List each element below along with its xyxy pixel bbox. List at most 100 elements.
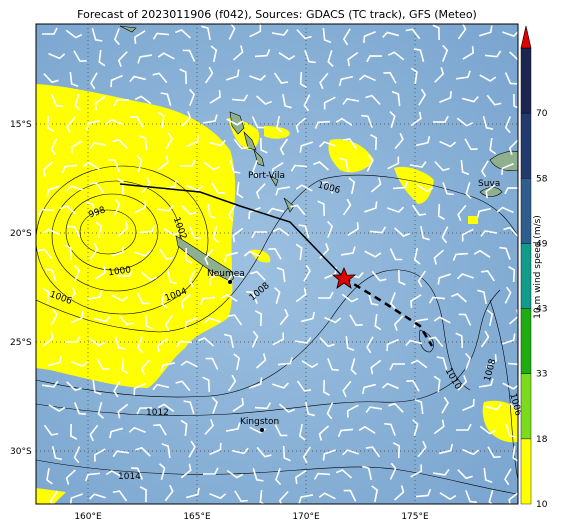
wind-barb (338, 75, 354, 87)
wind-barb (227, 374, 237, 392)
wind-barb (130, 115, 144, 128)
wind-barb (318, 492, 336, 500)
wind-barb (370, 134, 378, 151)
wind-barb (232, 397, 244, 412)
wind-barb (480, 160, 489, 178)
wind-barb (432, 24, 440, 41)
wind-barb (502, 333, 516, 345)
wind-barb (131, 467, 143, 480)
wind-barb (250, 270, 266, 281)
wind-barb (134, 200, 147, 214)
wind-barb (320, 181, 334, 194)
wind-barb (108, 158, 120, 172)
colorbar-extend-arrow (520, 25, 532, 49)
wind-barb (251, 231, 267, 239)
wind-barb (389, 363, 405, 371)
wind-barb (319, 337, 335, 348)
wind-barb (88, 337, 106, 347)
wind-barb (340, 246, 356, 256)
wind-barb (186, 134, 199, 148)
wind-barb (224, 333, 235, 349)
wind-barb (364, 201, 378, 213)
wind-barb (156, 205, 174, 212)
wind-barb (417, 270, 427, 288)
past-track-line (119, 183, 345, 279)
wind-barb (110, 74, 123, 88)
wind-barb (394, 485, 405, 501)
wind-barb (272, 332, 285, 346)
wind-barb (502, 382, 518, 390)
wind-barb (117, 403, 129, 419)
wind-barb (318, 291, 334, 299)
colorbar-label: 10 m wind speed (m/s) (533, 215, 543, 319)
wind-barb (73, 50, 87, 63)
wind-barb (462, 46, 474, 60)
wind-barb (290, 164, 308, 172)
wind-barb (413, 48, 425, 63)
wind-barb (477, 289, 487, 305)
wind-barb (364, 250, 382, 258)
wind-barb (179, 68, 188, 85)
wind-barb (420, 225, 430, 241)
wind-barb (322, 27, 332, 44)
wind-barb (157, 155, 169, 171)
wind-barb (295, 243, 303, 261)
wind-barb (275, 186, 291, 196)
wind-barb (243, 250, 261, 258)
wind-barb (92, 379, 102, 395)
wind-barb (209, 493, 227, 500)
wind-barb (484, 403, 502, 411)
wind-barb (229, 160, 241, 174)
wind-barb (64, 335, 81, 343)
wind-barb (89, 493, 106, 500)
wind-barb (314, 120, 331, 129)
wind-barb (85, 119, 101, 131)
wind-barb (116, 270, 134, 278)
wind-barb (113, 380, 121, 398)
wind-barb (203, 161, 221, 171)
wind-barb (84, 472, 101, 482)
wind-barb (236, 181, 244, 199)
wind-barb (483, 467, 493, 483)
wind-barb (89, 424, 99, 442)
isobar-label: 1014 (118, 472, 141, 482)
wind-barb (457, 469, 473, 480)
wind-barb (226, 69, 240, 81)
wind-barb (436, 356, 448, 370)
lat-label: 20°S (10, 229, 32, 239)
wind-barb (136, 292, 150, 305)
wind-barb (413, 247, 421, 265)
wind-barb (128, 426, 146, 433)
colorbar-tick-label: 43 (536, 305, 547, 315)
colorbar-segment (520, 178, 532, 244)
wind-barb (366, 55, 383, 63)
wind-barb (246, 290, 258, 304)
wind-barb (279, 138, 289, 156)
wind-barb (370, 359, 382, 375)
wind-barb (64, 244, 73, 261)
wind-barb (439, 492, 457, 501)
wind-barb (480, 230, 498, 237)
wind-barb (504, 187, 518, 195)
wind-barb (228, 24, 236, 40)
wind-barb (37, 248, 53, 260)
wind-barb (201, 25, 211, 41)
wind-barb (465, 182, 472, 199)
wind-barb (160, 92, 172, 106)
wind-barb (458, 313, 472, 326)
wind-barb (197, 337, 215, 347)
wind-barb (249, 24, 262, 38)
wind-barb (227, 274, 245, 281)
wind-barb (42, 287, 50, 305)
wind-barb (165, 132, 173, 150)
wind-barb (508, 309, 518, 325)
wind-barb (204, 317, 221, 324)
wind-barb (183, 400, 195, 414)
wind-barb (462, 448, 480, 456)
wind-barb (271, 29, 289, 36)
wind-barb (301, 360, 319, 369)
wind-barb (184, 317, 198, 329)
wind-barb (417, 440, 427, 458)
wind-barb (73, 264, 80, 282)
wind-barb (136, 407, 153, 415)
